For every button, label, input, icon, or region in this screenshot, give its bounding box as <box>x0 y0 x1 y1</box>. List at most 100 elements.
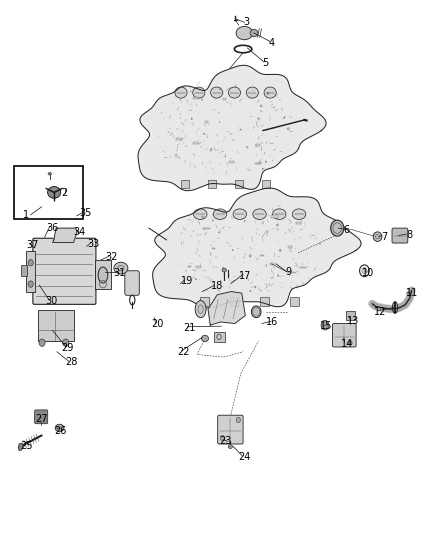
FancyBboxPatch shape <box>35 410 48 424</box>
FancyBboxPatch shape <box>125 271 139 295</box>
Circle shape <box>191 118 192 119</box>
Bar <box>255 163 261 164</box>
Bar <box>14 166 83 219</box>
Circle shape <box>244 221 245 222</box>
Text: 8: 8 <box>406 230 412 240</box>
Circle shape <box>28 281 33 287</box>
Bar <box>256 144 260 146</box>
Bar <box>260 297 269 305</box>
Circle shape <box>219 88 221 90</box>
Text: 31: 31 <box>113 268 125 278</box>
Ellipse shape <box>253 209 266 220</box>
Circle shape <box>254 286 256 288</box>
Bar <box>290 297 299 305</box>
Ellipse shape <box>228 87 240 98</box>
Text: 10: 10 <box>362 268 374 278</box>
Circle shape <box>223 268 224 270</box>
Ellipse shape <box>251 306 261 318</box>
Ellipse shape <box>55 424 64 432</box>
Circle shape <box>220 435 225 441</box>
Text: 6: 6 <box>344 225 350 235</box>
Ellipse shape <box>321 320 329 330</box>
Text: 24: 24 <box>238 453 251 462</box>
Circle shape <box>284 117 285 118</box>
Ellipse shape <box>250 29 258 37</box>
Text: 5: 5 <box>262 58 268 68</box>
Circle shape <box>262 168 263 169</box>
Text: 9: 9 <box>285 267 291 277</box>
Bar <box>212 248 215 249</box>
Bar <box>214 332 225 342</box>
Polygon shape <box>138 65 326 191</box>
Bar <box>38 310 74 341</box>
Ellipse shape <box>48 187 61 198</box>
Ellipse shape <box>213 209 227 220</box>
Bar <box>296 222 301 224</box>
Text: 2: 2 <box>62 189 68 198</box>
Ellipse shape <box>114 262 128 274</box>
Ellipse shape <box>272 209 286 220</box>
Ellipse shape <box>233 209 247 220</box>
Circle shape <box>287 128 289 130</box>
Ellipse shape <box>194 209 207 220</box>
Circle shape <box>232 249 233 251</box>
Circle shape <box>265 161 266 163</box>
Circle shape <box>236 417 240 423</box>
Bar <box>203 228 210 229</box>
Circle shape <box>195 278 196 280</box>
Text: 33: 33 <box>87 239 99 249</box>
Bar <box>26 251 35 292</box>
Bar <box>288 246 292 247</box>
Text: 11: 11 <box>406 288 418 298</box>
Bar <box>181 180 189 188</box>
Bar <box>21 265 27 276</box>
Text: 17: 17 <box>239 271 251 280</box>
Text: 36: 36 <box>46 223 59 233</box>
Circle shape <box>39 339 45 346</box>
Text: 12: 12 <box>374 307 386 317</box>
Polygon shape <box>208 292 245 325</box>
Text: 21: 21 <box>183 323 195 333</box>
Circle shape <box>276 224 278 226</box>
FancyBboxPatch shape <box>218 415 243 444</box>
Ellipse shape <box>292 209 306 220</box>
Ellipse shape <box>98 267 108 283</box>
Ellipse shape <box>175 87 187 98</box>
Text: 3: 3 <box>243 18 249 27</box>
Bar <box>195 266 201 268</box>
Bar <box>188 266 191 267</box>
FancyBboxPatch shape <box>392 228 408 243</box>
Text: 28: 28 <box>65 358 77 367</box>
Bar <box>193 142 198 144</box>
Ellipse shape <box>236 26 253 40</box>
Text: 13: 13 <box>346 316 359 326</box>
Bar <box>288 272 295 273</box>
Bar <box>300 267 306 268</box>
Circle shape <box>176 155 177 156</box>
Bar <box>95 260 111 289</box>
Polygon shape <box>160 193 352 303</box>
Text: 34: 34 <box>74 227 86 237</box>
Text: 29: 29 <box>62 343 74 352</box>
Polygon shape <box>18 443 23 450</box>
Ellipse shape <box>331 220 344 236</box>
Ellipse shape <box>193 87 205 98</box>
Circle shape <box>63 339 69 346</box>
Ellipse shape <box>246 87 258 98</box>
Bar <box>230 297 239 305</box>
Text: 30: 30 <box>46 296 58 306</box>
Ellipse shape <box>201 335 208 342</box>
Text: 32: 32 <box>106 253 118 262</box>
Text: 16: 16 <box>266 318 279 327</box>
Text: 37: 37 <box>27 240 39 250</box>
Circle shape <box>278 275 279 276</box>
Text: 7: 7 <box>381 232 388 241</box>
Text: 4: 4 <box>268 38 275 47</box>
Text: 23: 23 <box>219 437 232 446</box>
Text: 22: 22 <box>178 347 190 357</box>
Ellipse shape <box>48 173 52 175</box>
Circle shape <box>320 244 321 245</box>
Text: 15: 15 <box>320 321 332 331</box>
Polygon shape <box>145 70 318 186</box>
Ellipse shape <box>228 445 233 449</box>
